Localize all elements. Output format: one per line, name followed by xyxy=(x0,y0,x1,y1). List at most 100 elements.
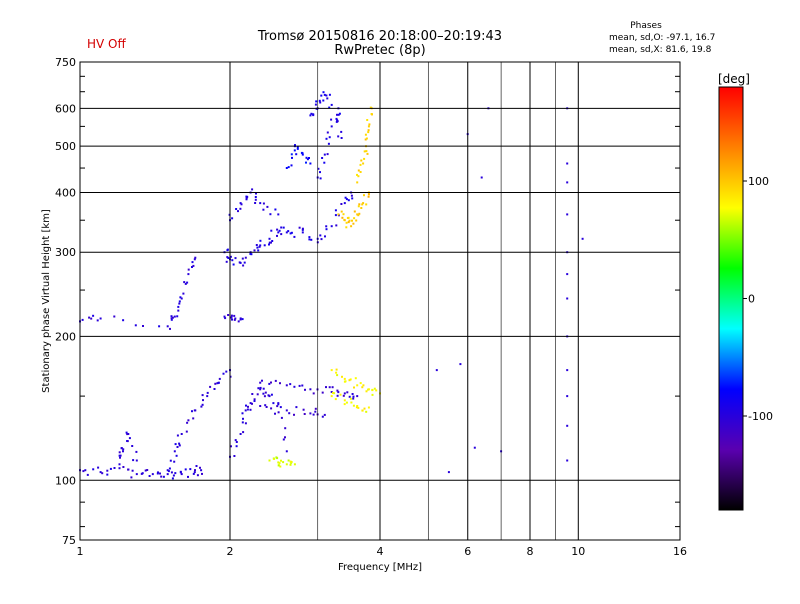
data-point xyxy=(274,379,277,382)
data-point xyxy=(171,316,174,319)
data-point xyxy=(362,162,365,165)
data-point xyxy=(285,463,288,466)
data-point xyxy=(287,166,290,169)
data-point xyxy=(262,392,265,395)
data-point xyxy=(158,325,161,328)
data-point xyxy=(356,395,359,398)
data-point xyxy=(167,470,170,473)
data-point xyxy=(365,203,368,206)
data-point xyxy=(99,471,102,474)
data-point xyxy=(168,467,171,470)
data-point xyxy=(290,153,293,156)
data-point xyxy=(285,450,288,453)
data-point xyxy=(287,230,290,233)
data-point xyxy=(194,256,197,259)
data-point xyxy=(320,94,323,97)
data-point xyxy=(119,456,121,459)
data-point xyxy=(308,238,311,241)
y-tick-label: 300 xyxy=(55,246,76,259)
data-point xyxy=(276,234,278,237)
trace-3 xyxy=(229,386,288,458)
data-point xyxy=(241,257,244,260)
data-point xyxy=(186,421,189,424)
data-point xyxy=(244,422,247,425)
data-point xyxy=(343,202,346,205)
data-point xyxy=(144,469,147,472)
data-point xyxy=(113,315,116,318)
data-point xyxy=(187,475,189,478)
data-point xyxy=(330,225,333,228)
data-point xyxy=(336,120,339,123)
data-point xyxy=(253,400,256,402)
data-point xyxy=(202,399,204,402)
data-point xyxy=(225,260,228,263)
data-point xyxy=(330,125,333,128)
data-point xyxy=(173,460,176,463)
data-point xyxy=(175,454,178,457)
trace-18 xyxy=(566,107,569,462)
data-point xyxy=(231,318,233,321)
data-point xyxy=(134,324,137,327)
data-point xyxy=(196,474,199,477)
data-point xyxy=(277,403,280,406)
chart-title: Tromsø 20150816 20:18:00–20:19:43 xyxy=(257,29,503,44)
data-point xyxy=(355,219,358,222)
data-point xyxy=(305,156,308,159)
data-point xyxy=(326,153,329,156)
data-point xyxy=(279,406,282,409)
data-point xyxy=(361,203,364,206)
data-point xyxy=(127,468,130,471)
data-point xyxy=(309,114,312,117)
data-point xyxy=(82,470,85,473)
data-point xyxy=(357,205,360,208)
data-point xyxy=(183,281,186,284)
colorbar-tick-label: -100 xyxy=(748,410,773,423)
data-point xyxy=(113,467,116,469)
data-point xyxy=(325,94,328,97)
data-point xyxy=(193,471,196,474)
data-point xyxy=(244,409,247,412)
data-point xyxy=(267,394,270,397)
data-point xyxy=(300,151,303,154)
data-point xyxy=(352,395,355,398)
phase-x-stats: mean, sd,X: 81.6, 19.8 xyxy=(609,45,712,55)
data-point xyxy=(301,227,304,230)
trace-6 xyxy=(330,368,381,396)
data-point xyxy=(309,162,312,165)
data-point xyxy=(259,239,262,242)
data-point xyxy=(357,214,360,217)
data-point xyxy=(97,466,100,469)
data-point xyxy=(343,392,346,395)
data-point xyxy=(282,461,285,464)
data-point xyxy=(323,413,326,416)
data-point xyxy=(256,246,259,249)
data-point xyxy=(347,221,350,224)
data-point xyxy=(226,256,229,259)
data-point xyxy=(317,167,320,170)
data-point xyxy=(362,202,365,205)
colorbar: 100 0 -100 xyxy=(718,86,773,511)
data-point xyxy=(345,198,348,201)
y-axis-label: Stationary phase Virtual Height [km] xyxy=(41,209,52,393)
data-point xyxy=(337,113,340,116)
grid-lines xyxy=(80,62,680,540)
data-point xyxy=(277,464,280,467)
data-point xyxy=(277,461,280,464)
data-point xyxy=(356,405,359,407)
data-point xyxy=(459,363,462,366)
data-point xyxy=(357,175,360,178)
data-point xyxy=(356,213,359,216)
y-tick-label: 200 xyxy=(55,330,76,343)
data-point xyxy=(296,147,299,150)
data-point xyxy=(366,152,369,155)
data-point xyxy=(118,467,121,470)
data-point xyxy=(347,216,350,219)
data-point xyxy=(293,463,296,466)
data-point xyxy=(373,387,376,390)
data-point xyxy=(222,372,225,375)
data-point xyxy=(285,167,288,169)
colorbar-unit: [deg] xyxy=(718,72,750,86)
data-point xyxy=(343,399,346,402)
data-point xyxy=(135,459,138,462)
data-point xyxy=(340,203,343,205)
